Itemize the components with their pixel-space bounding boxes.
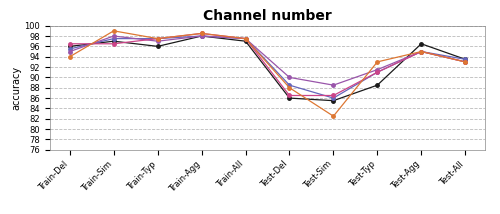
6 [67, 50, 73, 53]
8 [198, 32, 204, 35]
6 [110, 35, 116, 37]
2 [374, 84, 380, 86]
10 [330, 115, 336, 117]
4 [330, 97, 336, 99]
2 [110, 40, 116, 42]
8 [462, 61, 468, 63]
4 [198, 35, 204, 37]
Line: 4: 4 [68, 34, 467, 100]
4 [154, 37, 160, 40]
Title: Channel number: Channel number [203, 9, 332, 23]
10 [154, 37, 160, 40]
Y-axis label: accuracy: accuracy [12, 66, 22, 110]
4 [110, 37, 116, 40]
Line: 2: 2 [68, 34, 467, 103]
6 [418, 50, 424, 53]
Line: 8: 8 [68, 32, 467, 97]
6 [242, 37, 248, 40]
10 [374, 61, 380, 63]
8 [67, 43, 73, 45]
10 [462, 61, 468, 63]
Line: 10: 10 [68, 29, 467, 118]
4 [67, 48, 73, 50]
8 [286, 94, 292, 97]
10 [418, 50, 424, 53]
2 [286, 97, 292, 99]
10 [198, 32, 204, 35]
4 [242, 37, 248, 40]
10 [286, 86, 292, 89]
4 [286, 84, 292, 86]
2 [242, 40, 248, 42]
2 [154, 45, 160, 48]
2 [67, 45, 73, 48]
8 [330, 94, 336, 97]
6 [198, 35, 204, 37]
2 [462, 58, 468, 61]
2 [198, 35, 204, 37]
6 [330, 84, 336, 86]
6 [154, 40, 160, 42]
10 [110, 30, 116, 32]
4 [462, 58, 468, 61]
Line: 6: 6 [68, 34, 467, 87]
8 [418, 50, 424, 53]
6 [462, 61, 468, 63]
2 [330, 99, 336, 102]
4 [418, 50, 424, 53]
8 [374, 71, 380, 74]
8 [242, 37, 248, 40]
8 [110, 43, 116, 45]
8 [154, 37, 160, 40]
4 [374, 71, 380, 74]
10 [242, 37, 248, 40]
6 [286, 76, 292, 79]
6 [374, 68, 380, 71]
2 [418, 43, 424, 45]
10 [67, 55, 73, 58]
